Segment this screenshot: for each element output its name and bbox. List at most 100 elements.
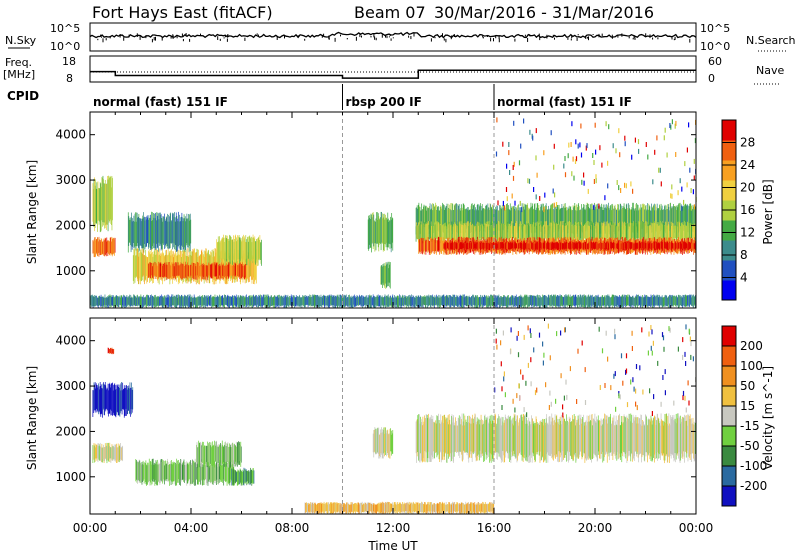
heatmap-cell xyxy=(402,296,404,306)
heatmap-cell xyxy=(525,294,527,308)
heatmap-cell xyxy=(175,462,176,486)
heatmap-cell xyxy=(667,204,669,228)
noise-search-point xyxy=(185,33,187,36)
heatmap-cell xyxy=(675,295,677,306)
heatmap-cell xyxy=(643,223,645,239)
heatmap-cell xyxy=(666,297,668,307)
heatmap-cell xyxy=(672,294,674,306)
heatmap-cell xyxy=(621,421,623,463)
heatmap-cell xyxy=(370,296,372,308)
heatmap-cell xyxy=(594,413,596,456)
heatmap-cell xyxy=(573,222,575,239)
heatmap-cell xyxy=(477,295,478,308)
heatmap-cell xyxy=(680,295,682,307)
heatmap-cell xyxy=(641,296,643,305)
heatmap-cell xyxy=(219,263,220,276)
heatmap-cell xyxy=(97,238,99,257)
heatmap-cell xyxy=(215,441,217,463)
heatmap-cell xyxy=(494,413,495,453)
heatmap-cell xyxy=(674,206,675,233)
heatmap-cell xyxy=(123,294,124,307)
heatmap-cell xyxy=(110,237,112,254)
heatmap-cell xyxy=(458,206,460,233)
heatmap-cell xyxy=(497,243,499,249)
heatmap-cell xyxy=(384,433,385,457)
heatmap-scatter xyxy=(587,188,589,194)
heatmap-cell xyxy=(369,294,371,308)
heatmap-cell xyxy=(375,218,377,251)
heatmap-cell xyxy=(556,295,558,307)
heatmap-cell xyxy=(285,295,287,306)
heatmap-cell xyxy=(420,416,421,454)
heatmap-scatter xyxy=(675,152,677,157)
heatmap-cell xyxy=(100,183,102,232)
heatmap-cell xyxy=(583,226,585,241)
heatmap-cell xyxy=(600,224,602,243)
heatmap-cell xyxy=(183,261,185,278)
heatmap-cell xyxy=(668,296,670,305)
heatmap-cell xyxy=(244,264,246,280)
heatmap-cell xyxy=(449,295,451,308)
heatmap-cell xyxy=(459,419,461,459)
heatmap-cell xyxy=(169,213,171,249)
heatmap-cell xyxy=(185,465,186,481)
heatmap-scatter xyxy=(670,193,672,199)
heatmap-cell xyxy=(656,243,658,250)
heatmap-cell xyxy=(662,222,664,243)
heatmap-cell xyxy=(159,262,161,278)
heatmap-cell xyxy=(391,297,393,308)
heatmap-cell xyxy=(469,223,470,242)
heatmap-cell xyxy=(609,421,610,461)
heatmap-cell xyxy=(501,416,503,461)
heatmap-cell xyxy=(639,207,641,230)
heatmap-cell xyxy=(682,294,684,307)
heatmap-cell xyxy=(656,224,658,240)
heatmap-cell xyxy=(535,422,536,462)
heatmap-cell xyxy=(573,242,574,250)
heatmap-cell xyxy=(633,416,635,456)
heatmap-cell xyxy=(100,241,102,256)
heatmap-cell xyxy=(180,264,181,278)
heatmap-scatter xyxy=(624,135,626,141)
heatmap-cell xyxy=(393,297,394,307)
heatmap-cell xyxy=(541,421,543,460)
heatmap-cell xyxy=(668,206,670,228)
heatmap-cell xyxy=(366,295,367,306)
heatmap-cell xyxy=(184,295,186,308)
heatmap-cell xyxy=(664,296,665,306)
heatmap-cell xyxy=(490,294,492,308)
heatmap-cell xyxy=(221,462,222,482)
heatmap-cell xyxy=(402,294,403,306)
heatmap-cell xyxy=(567,295,569,305)
heatmap-cell xyxy=(427,240,428,253)
heatmap-cell xyxy=(679,222,680,242)
heatmap-cell xyxy=(491,295,493,307)
heatmap-cell xyxy=(647,226,648,241)
heatmap-cell xyxy=(582,224,583,242)
heatmap-cell xyxy=(251,469,253,486)
heatmap-cell xyxy=(180,296,182,308)
heatmap-cell xyxy=(633,221,634,240)
heatmap-cell xyxy=(293,295,294,306)
heatmap-cell xyxy=(656,295,657,305)
heatmap-cell xyxy=(688,295,689,306)
heatmap-cell xyxy=(494,413,496,453)
heatmap-cell xyxy=(570,206,572,230)
heatmap-cell xyxy=(367,295,369,308)
heatmap-cell xyxy=(158,261,159,279)
heatmap-cell xyxy=(187,294,189,306)
heatmap-cell xyxy=(517,205,518,234)
heatmap-cell xyxy=(308,296,310,306)
heatmap-cell xyxy=(439,210,441,232)
heatmap-cell xyxy=(606,295,607,307)
heatmap-cell xyxy=(451,221,453,241)
heatmap-cell xyxy=(623,222,624,241)
noise-search-point xyxy=(223,37,225,39)
heatmap-cell xyxy=(558,418,560,452)
heatmap-cell xyxy=(364,297,366,308)
heatmap-cell xyxy=(572,242,574,249)
heatmap-cell xyxy=(210,264,212,279)
heatmap-cell xyxy=(448,207,449,228)
heatmap-cell xyxy=(238,470,239,485)
heatmap-cell xyxy=(614,206,615,235)
